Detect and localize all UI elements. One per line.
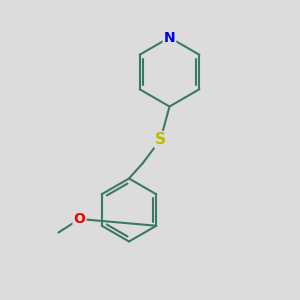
Text: O: O <box>74 212 86 226</box>
Text: N: N <box>164 31 175 44</box>
Text: S: S <box>155 132 166 147</box>
